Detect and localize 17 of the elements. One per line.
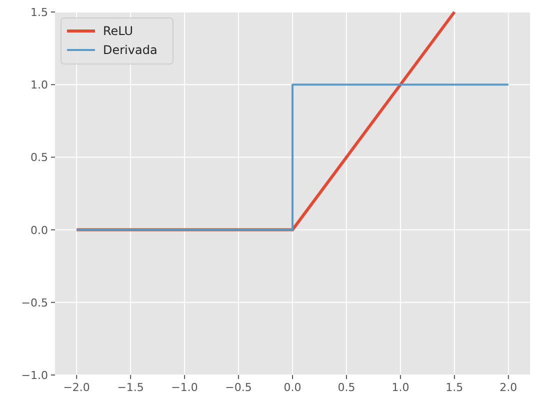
x-tick-label: −1.5 (117, 381, 144, 394)
x-tick-label: 1.5 (446, 381, 464, 394)
x-tick-label: −1.0 (171, 381, 198, 394)
x-tick-label: −0.5 (225, 381, 252, 394)
y-tick-label: −0.5 (21, 296, 48, 310)
x-tick-label: 2.0 (500, 381, 518, 394)
x-tick-label: 1.0 (392, 381, 410, 394)
x-tick-label: 0.0 (284, 381, 302, 394)
x-tick-label: 0.5 (338, 381, 356, 394)
x-tick-label: −2.0 (63, 381, 90, 394)
legend-label: ReLU (103, 24, 134, 38)
legend-label: Derivada (103, 43, 158, 57)
y-tick-label: 0.0 (30, 224, 48, 237)
y-tick-label: −1.0 (21, 369, 48, 382)
y-tick-label: 0.5 (30, 151, 48, 164)
y-tick-label: 1.0 (30, 78, 48, 92)
y-tick-label: 1.5 (30, 6, 48, 19)
